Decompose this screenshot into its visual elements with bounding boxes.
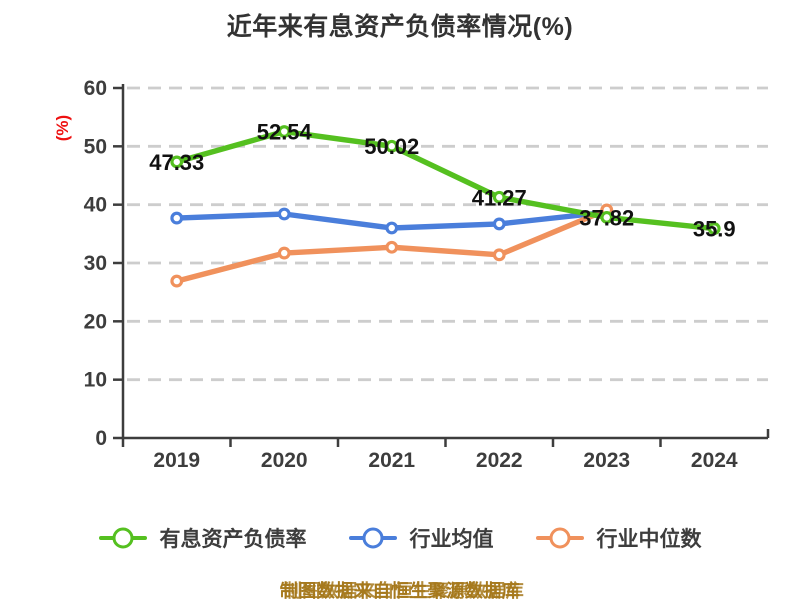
data-label-0: 52.54	[257, 120, 313, 145]
legend-marker-green-line-icon	[98, 526, 147, 550]
legend: 有息资产负债率 行业均值 行业中位数	[0, 523, 800, 553]
x-axis-tick-label: 2020	[261, 449, 308, 472]
data-source-note: 制图数据来自恒生聚源数据库	[279, 581, 521, 600]
data-label-0: 35.9	[693, 217, 736, 242]
legend-point-icon	[112, 527, 133, 549]
y-axis-tick-label: 50	[84, 135, 107, 158]
data-label-0: 41.27	[472, 185, 527, 210]
legend-item-industry-mean: 行业均值	[348, 523, 494, 553]
series-line-0	[174, 128, 717, 232]
x-axis-tick-label: 2022	[476, 449, 523, 472]
x-axis-tick-label: 2021	[368, 449, 415, 472]
series-point-0	[707, 222, 721, 235]
series-point-0	[385, 139, 399, 153]
series-point-1	[492, 217, 506, 231]
series-point-1	[170, 211, 184, 225]
y-axis-tick-label: 10	[84, 369, 107, 392]
y-axis-tick-label: 60	[84, 77, 107, 100]
y-axis-unit-label: (%)	[53, 115, 72, 141]
x-axis-tick-label: 2019	[153, 449, 200, 472]
legend-marker-orange-line-icon	[535, 526, 584, 550]
data-label-0: 50.02	[364, 134, 419, 159]
legend-label: 行业均值	[409, 528, 494, 551]
series-point-2	[170, 274, 184, 288]
legend-label: 行业中位数	[596, 528, 702, 551]
legend-point-icon	[362, 527, 383, 549]
y-axis-tick-label: 20	[84, 310, 107, 333]
data-label-0: 37.82	[579, 205, 634, 230]
series-point-0	[600, 210, 614, 224]
series-point-2	[277, 246, 291, 260]
series-point-2	[385, 240, 399, 254]
data-label-0: 47.33	[149, 150, 204, 175]
series-point-1	[385, 221, 399, 235]
legend-item-interest-bearing-ratio: 有息资产负债率	[98, 523, 307, 553]
series-point-0	[277, 125, 291, 138]
series-point-1	[277, 207, 291, 221]
chart-title: 近年来有息资产负债率情况(%)	[226, 13, 574, 41]
x-axis-tick-label: 2023	[583, 449, 630, 472]
y-axis-tick-label: 0	[95, 427, 107, 450]
legend-point-icon	[549, 527, 570, 549]
series-point-2	[492, 248, 506, 262]
y-axis-tick-label: 40	[84, 194, 107, 217]
series-point-0	[170, 155, 184, 169]
legend-label: 有息资产负债率	[159, 528, 307, 551]
x-axis-tick-label: 2024	[691, 449, 738, 472]
legend-item-industry-median: 行业中位数	[535, 523, 702, 553]
series-point-0	[492, 190, 506, 204]
y-axis-tick-label: 30	[84, 252, 107, 275]
legend-marker-blue-line-icon	[348, 526, 397, 550]
